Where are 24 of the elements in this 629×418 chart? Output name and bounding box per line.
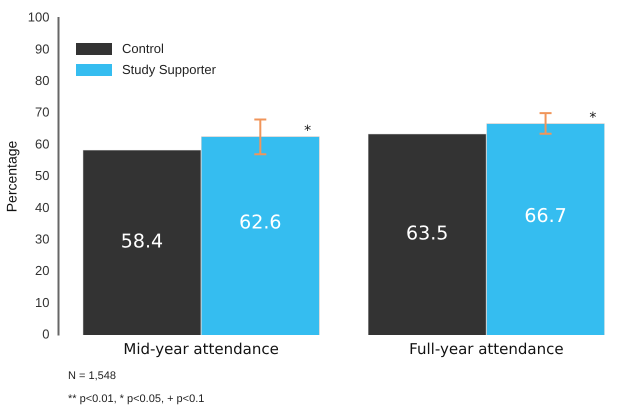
x-tick-label: Full-year attendance	[409, 340, 564, 358]
y-axis-title: Percentage	[3, 140, 20, 212]
annotation: *	[304, 123, 312, 140]
y-tick-label: 90	[35, 41, 50, 56]
y-tick-label: 60	[35, 136, 50, 152]
data-label: 66.7	[524, 205, 567, 228]
y-tick-label: 50	[35, 168, 50, 184]
annotation: *	[589, 110, 596, 126]
text: N = 1,548	[68, 370, 118, 382]
x-tick-label: Mid-year attendance	[123, 340, 279, 358]
y-tick-label: 70	[35, 104, 50, 120]
y-tick-label: 20	[35, 263, 50, 278]
data-label: 58.4	[120, 230, 164, 252]
legend-label: Control	[121, 40, 165, 58]
y-tick-label: 40	[35, 200, 50, 215]
y-tick-label: 80	[35, 72, 50, 88]
y-tick-label: 0	[42, 326, 50, 342]
y-tick-label: 30	[35, 231, 50, 246]
y-tick-label: 100	[28, 10, 50, 25]
text: ** p<0.01, * p<0.05, + p<0.1	[68, 393, 204, 405]
data-label: 62.6	[239, 212, 282, 234]
y-tick-label: 10	[35, 294, 50, 310]
legend-label: Study Supporter	[121, 61, 216, 79]
data-label: 63.5	[406, 222, 448, 244]
